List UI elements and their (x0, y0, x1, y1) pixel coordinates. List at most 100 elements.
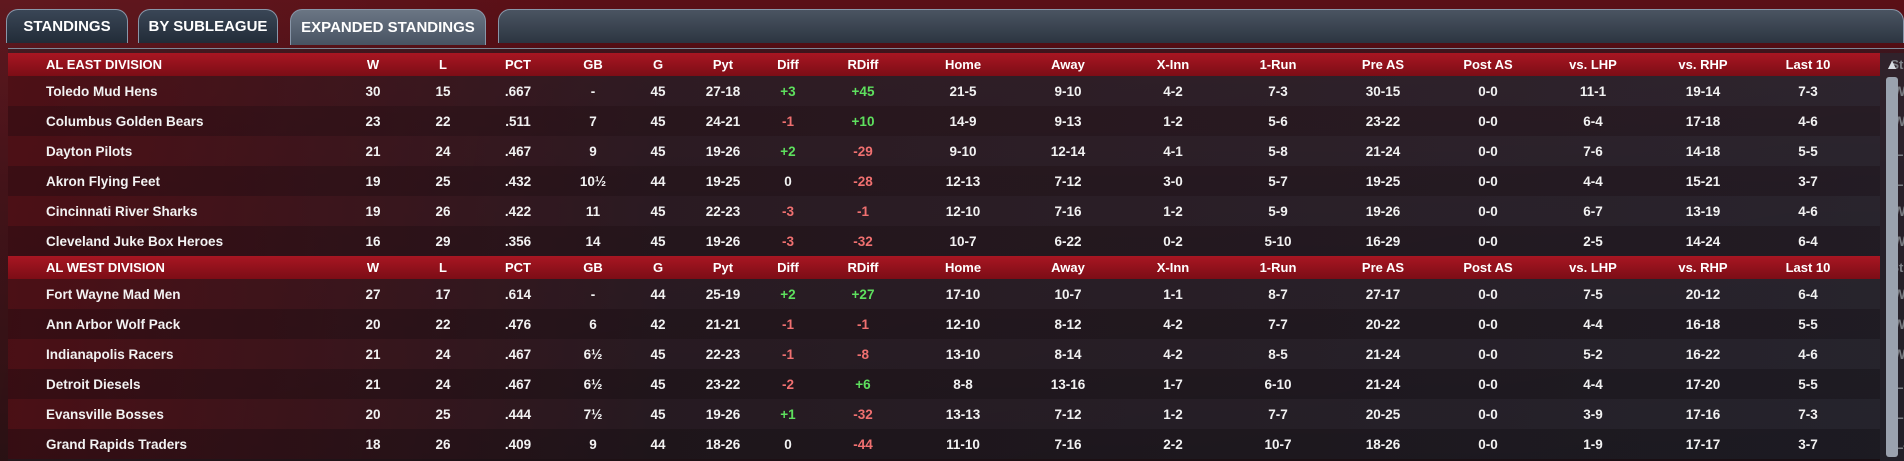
column-header-w[interactable]: W (366, 57, 380, 72)
cell-pct: .422 (504, 203, 532, 219)
cell-pct: .467 (504, 376, 532, 392)
column-header-gb[interactable]: GB (583, 260, 603, 275)
cell-pct: .356 (504, 233, 532, 249)
cell-rdiff: -1 (856, 316, 869, 332)
table-row[interactable]: Akron Flying Feet 19 25 .432 10½ 44 19-25 0 -28 1… (8, 166, 1904, 196)
column-header-pre-as[interactable]: Pre AS (1361, 57, 1405, 72)
cell-home: 13-13 (945, 406, 981, 422)
column-header-g[interactable]: G (652, 260, 664, 275)
column-header-one-run[interactable]: 1-Run (1259, 57, 1297, 72)
cell-one-run: 5-9 (1268, 203, 1288, 219)
column-header-l[interactable]: L (439, 57, 447, 72)
column-header-vs-rhp[interactable]: vs. RHP (1678, 260, 1728, 275)
column-header-rdiff[interactable]: RDiff (847, 57, 879, 72)
cell-home: 11-10 (946, 436, 980, 452)
cell-last-10: 6-4 (1798, 286, 1818, 302)
division-header: AL WEST DIVISION W L PCT GB G Pyt Diff RDiff Home… (8, 256, 1904, 279)
cell-gb: 10½ (579, 173, 607, 189)
column-header-home[interactable]: Home (944, 57, 982, 72)
column-header-pyt[interactable]: Pyt (712, 260, 734, 275)
vertical-scrollbar[interactable]: ▲ (1880, 53, 1904, 461)
column-header-gb[interactable]: GB (583, 57, 603, 72)
cell-w: 19 (365, 203, 381, 219)
cell-g: 45 (650, 203, 666, 219)
cell-away: 6-22 (1054, 233, 1082, 249)
table-row[interactable]: Columbus Golden Bears 23 22 .511 7 45 24-21 -1 +… (8, 106, 1904, 136)
team-name[interactable]: Evansville Bosses (46, 406, 164, 422)
column-header-w[interactable]: W (366, 260, 380, 275)
cell-g: 45 (650, 376, 666, 392)
cell-rdiff: -32 (853, 406, 873, 422)
column-header-post-as[interactable]: Post AS (1463, 260, 1513, 275)
column-header-vs-lhp[interactable]: vs. LHP (1569, 260, 1617, 275)
tab-expanded-standings[interactable]: EXPANDED STANDINGS (290, 9, 486, 45)
column-header-l[interactable]: L (439, 260, 447, 275)
division-name: AL EAST DIVISION (46, 57, 163, 72)
scrollbar-thumb[interactable] (1886, 77, 1898, 457)
column-header-pyt[interactable]: Pyt (712, 57, 734, 72)
column-header-pre-as[interactable]: Pre AS (1361, 260, 1405, 275)
team-name[interactable]: Indianapolis Racers (46, 346, 174, 362)
column-header-away[interactable]: Away (1051, 260, 1085, 275)
table-row[interactable]: Grand Rapids Traders 18 26 .409 9 44 18-26 0 -44… (8, 429, 1904, 459)
cell-home: 21-5 (949, 83, 977, 99)
team-name[interactable]: Ann Arbor Wolf Pack (46, 316, 181, 332)
table-row[interactable]: Detroit Diesels 21 24 .467 6½ 45 23-22 -2 +6 8-8 1… (8, 369, 1904, 399)
column-header-one-run[interactable]: 1-Run (1259, 260, 1297, 275)
column-header-rdiff[interactable]: RDiff (847, 260, 879, 275)
column-header-pct[interactable]: PCT (505, 260, 531, 275)
column-header-vs-lhp[interactable]: vs. LHP (1569, 57, 1617, 72)
team-name[interactable]: Grand Rapids Traders (46, 436, 188, 452)
cell-x-inn: 4-2 (1163, 83, 1183, 99)
column-header-diff[interactable]: Diff (777, 57, 799, 72)
team-name[interactable]: Toledo Mud Hens (46, 83, 158, 99)
team-name[interactable]: Fort Wayne Mad Men (46, 286, 181, 302)
cell-rdiff: -1 (856, 203, 869, 219)
tab-standings[interactable]: STANDINGS (6, 9, 128, 43)
cell-gb: 6½ (583, 346, 603, 362)
cell-pyt: 24-21 (705, 113, 741, 129)
cell-l: 29 (435, 233, 451, 249)
cell-away: 7-12 (1054, 173, 1082, 189)
table-row[interactable]: Dayton Pilots 21 24 .467 9 45 19-26 +2 -29 9-10 12… (8, 136, 1904, 166)
team-name[interactable]: Cincinnati River Sharks (46, 203, 198, 219)
team-name[interactable]: Cleveland Juke Box Heroes (46, 233, 224, 249)
column-header-home[interactable]: Home (944, 260, 982, 275)
table-row[interactable]: Toledo Mud Hens 30 15 .667 - 45 27-18 +3 +45 21-5… (8, 76, 1904, 106)
team-name[interactable]: Detroit Diesels (46, 376, 141, 392)
cell-post-as: 0-0 (1478, 406, 1498, 422)
scroll-up-icon[interactable]: ▲ (1885, 56, 1899, 72)
cell-vs-rhp: 17-20 (1685, 376, 1721, 392)
column-header-x-inn[interactable]: X-Inn (1156, 260, 1190, 275)
cell-x-inn: 1-2 (1163, 203, 1183, 219)
table-row[interactable]: Cincinnati River Sharks 19 26 .422 11 45 22-23… (8, 196, 1904, 226)
column-header-pct[interactable]: PCT (505, 57, 531, 72)
cell-l: 22 (435, 316, 451, 332)
table-row[interactable]: Evansville Bosses 20 25 .444 7½ 45 19-26 +1 -32 1… (8, 399, 1904, 429)
cell-post-as: 0-0 (1478, 316, 1498, 332)
cell-gb: 6½ (583, 376, 603, 392)
column-header-x-inn[interactable]: X-Inn (1156, 57, 1190, 72)
table-row[interactable]: Ann Arbor Wolf Pack 20 22 .476 6 42 21-21 -1 -1 1… (8, 309, 1904, 339)
table-row[interactable]: Fort Wayne Mad Men 27 17 .614 - 44 25-19 +2 +27 1… (8, 279, 1904, 309)
cell-l: 26 (435, 436, 451, 452)
team-name[interactable]: Dayton Pilots (46, 143, 133, 159)
cell-vs-rhp: 13-19 (1685, 203, 1721, 219)
column-header-away[interactable]: Away (1051, 57, 1085, 72)
cell-vs-lhp: 6-7 (1583, 203, 1603, 219)
cell-vs-rhp: 19-14 (1685, 83, 1721, 99)
column-header-vs-rhp[interactable]: vs. RHP (1678, 57, 1728, 72)
table-row[interactable]: Cleveland Juke Box Heroes 16 29 .356 14 45 19-… (8, 226, 1904, 256)
cell-g: 44 (650, 436, 666, 452)
standings-panel: AL EAST DIVISION W L PCT GB G Pyt Diff RDiff Home… (8, 48, 1904, 461)
column-header-last-10[interactable]: Last 10 (1785, 57, 1831, 72)
table-row[interactable]: Indianapolis Racers 21 24 .467 6½ 45 22-23 -1 -8… (8, 339, 1904, 369)
column-header-g[interactable]: G (652, 57, 664, 72)
column-header-post-as[interactable]: Post AS (1463, 57, 1513, 72)
tab-by-subleague[interactable]: BY SUBLEAGUE (138, 9, 278, 43)
cell-pre-as: 27-17 (1365, 286, 1401, 302)
team-name[interactable]: Akron Flying Feet (46, 173, 161, 189)
column-header-last-10[interactable]: Last 10 (1785, 260, 1831, 275)
team-name[interactable]: Columbus Golden Bears (46, 113, 204, 129)
column-header-diff[interactable]: Diff (777, 260, 799, 275)
